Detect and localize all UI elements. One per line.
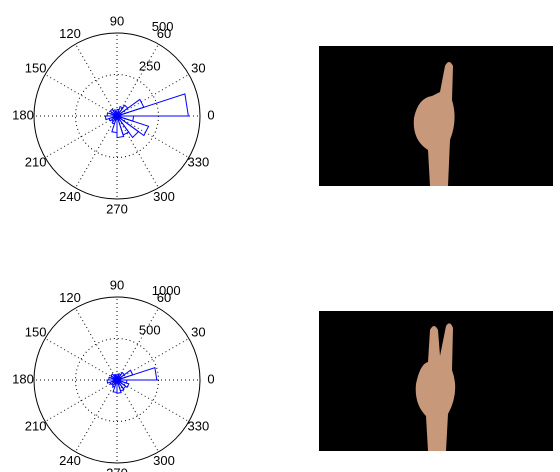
hand-image [319, 46, 553, 186]
theta-tick-label: 330 [188, 154, 210, 169]
theta-tick-label: 300 [153, 189, 175, 204]
spoke [117, 339, 189, 381]
hand-image [319, 311, 553, 451]
spoke [117, 116, 159, 188]
r-tick-label: 1000 [152, 283, 181, 298]
spoke [76, 308, 118, 380]
theta-tick-label: 90 [110, 13, 124, 28]
rose-petal [112, 116, 117, 133]
spoke [76, 116, 118, 188]
theta-tick-label: 0 [207, 107, 214, 122]
r-tick-label: 500 [152, 19, 174, 34]
spoke [45, 339, 117, 381]
theta-tick-label: 120 [59, 26, 81, 41]
theta-tick-label: 120 [59, 290, 81, 305]
theta-tick-label: 150 [25, 324, 47, 339]
theta-tick-label: 0 [207, 371, 214, 386]
r-tick-label: 500 [139, 322, 161, 337]
theta-tick-label: 90 [110, 277, 124, 292]
figure: 0306090120150180210240270300330250500030… [0, 0, 560, 472]
spoke [76, 44, 118, 116]
theta-tick-label: 30 [191, 60, 205, 75]
theta-tick-label: 30 [191, 324, 205, 339]
theta-tick-label: 270 [106, 201, 128, 216]
theta-tick-label: 330 [188, 418, 210, 433]
spoke [117, 380, 159, 452]
theta-tick-label: 180 [12, 371, 34, 386]
theta-tick-label: 240 [59, 189, 81, 204]
theta-tick-label: 150 [25, 60, 47, 75]
theta-tick-label: 270 [106, 465, 128, 472]
rose-petal [117, 116, 134, 121]
spoke [117, 116, 189, 158]
r-tick-label: 250 [139, 58, 161, 73]
theta-tick-label: 210 [25, 418, 47, 433]
spoke [117, 75, 189, 117]
theta-tick-label: 240 [59, 453, 81, 468]
theta-tick-label: 180 [12, 107, 34, 122]
spoke [76, 380, 118, 452]
theta-tick-label: 300 [153, 453, 175, 468]
spoke [45, 75, 117, 117]
theta-tick-label: 210 [25, 154, 47, 169]
